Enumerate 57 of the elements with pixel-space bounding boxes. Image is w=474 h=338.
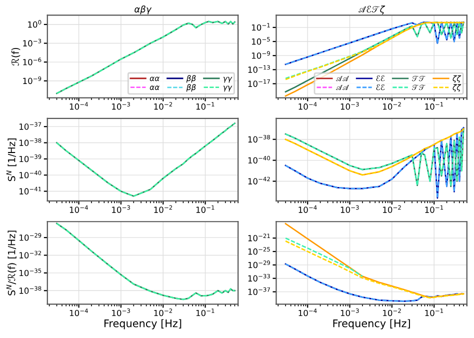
x-tick-label: 10$^{−3}$ [112,102,130,110]
x-tick-label: 10$^{−4}$ [70,205,88,213]
x-tick-label: 10$^{−2}$ [154,308,172,316]
y-tick-label: 10$^{−21}$ [248,234,270,242]
y-axis-title: S$^{N}$/ℛ(f) [1/Hz] [6,230,16,296]
x-tick-label: 10$^{−3}$ [112,308,130,316]
x-tick-label: 10$^{−4}$ [298,102,317,110]
y-tick-label: 10$^{−29}$ [20,233,42,241]
x-tick-label: 10$^{−2}$ [154,102,172,110]
x-tick-label: 10$^{−3}$ [340,205,359,213]
y-tick-label: 10$^{0}$ [28,20,42,28]
y-tick-label: 10$^{−40}$ [20,170,42,178]
y-tick-label: 10$^{−38}$ [248,134,270,143]
x-tick-label: 10$^{−4}$ [298,205,317,213]
y-tick-label: 10$^{−37}$ [20,122,42,130]
chart-title: αβγ [134,5,152,14]
y-tick-label: 10$^{−17}$ [248,79,270,87]
x-axis-title: Frequency [Hz] [333,319,410,330]
x-tick-label: 10$^{−2}$ [383,102,401,110]
chart-title: 𝒜ℰ𝒯ζ [358,6,386,14]
y-tick-label: 10$^{−39}$ [20,154,42,162]
x-tick-label: 10$^{−1}$ [196,308,214,316]
y-tick-label: 10$^{−33}$ [248,274,270,282]
x-axis-title: Frequency [Hz] [104,319,182,330]
y-tick-label: 10$^{−25}$ [248,247,270,255]
y-tick-label: 10$^{−13}$ [248,65,270,73]
x-tick-label: 10$^{−3}$ [112,205,130,213]
y-tick-label: 10$^{−42}$ [248,176,270,184]
y-tick-label: 10$^{−9}$ [252,51,270,59]
y-tick-label: 10$^{−41}$ [20,186,42,194]
x-tick-label: 10$^{−1}$ [425,102,444,110]
y-tick-label: 10$^{−29}$ [248,260,270,268]
x-tick-label: 10$^{−2}$ [383,205,401,213]
y-tick-label: 10$^{−38}$ [20,138,42,146]
x-tick-label: 10$^{−1}$ [425,308,444,316]
y-axis-title: S$^{N}$ [1/Hz] [6,138,16,182]
x-tick-label: 10$^{−1}$ [196,205,214,213]
y-tick-label: 10$^{−38}$ [20,286,42,294]
x-tick-label: 10$^{−1}$ [425,205,444,213]
x-tick-label: 10$^{−1}$ [196,102,214,110]
y-axis-title: ℛ(f) [11,48,20,66]
x-tick-label: 10$^{−4}$ [70,308,88,316]
y-tick-label: 10$^{−35}$ [20,268,42,276]
y-tick-label: 10$^{−3}$ [23,38,42,46]
y-tick-label: 10$^{−1}$ [252,23,270,31]
y-tick-label: 10$^{−6}$ [23,58,42,66]
y-tick-label: 10$^{−32}$ [20,250,42,258]
x-tick-label: 10$^{−2}$ [154,205,172,213]
y-tick-label: 10$^{−37}$ [248,287,270,296]
x-tick-label: 10$^{−4}$ [70,102,88,110]
x-tick-label: 10$^{−3}$ [340,102,359,110]
x-tick-label: 10$^{−3}$ [340,308,359,316]
y-tick-label: 10$^{−9}$ [23,76,42,84]
y-tick-label: 10$^{−5}$ [252,37,270,45]
x-tick-label: 10$^{−2}$ [383,308,401,316]
y-tick-label: 10$^{−40}$ [248,156,270,164]
x-tick-label: 10$^{−4}$ [298,308,317,316]
